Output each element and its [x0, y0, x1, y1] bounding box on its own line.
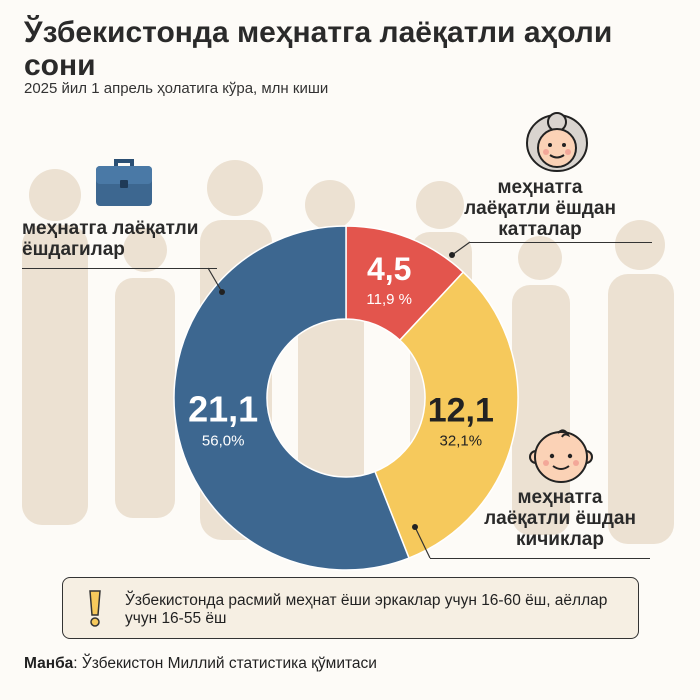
leader-line-younger	[430, 558, 650, 559]
grandmother-icon	[526, 112, 588, 172]
category-label-older: меҳнатга лаёқатли ёшдан катталар	[440, 177, 640, 240]
slice-value-younger: 12,1	[428, 391, 494, 429]
slice-percent-older: 11,9 %	[366, 291, 412, 308]
source-text: : Ўзбекистон Миллий статистика қўмитаси	[73, 655, 377, 672]
note-text: Ўзбекистонда расмий меҳнат ёши эркаклар …	[125, 592, 608, 627]
category-label-younger: меҳнатга лаёқатли ёшдан кичиклар	[460, 487, 660, 550]
page-title: Ўзбекистонда меҳнатга лаёқатли аҳоли сон…	[24, 16, 613, 82]
slice-value-older: 4,5	[367, 251, 411, 287]
leader-line-working	[22, 268, 217, 269]
silhouette-person	[608, 220, 674, 544]
donut-slice-working	[173, 225, 410, 571]
category-label-line: лаёқатли ёшдан	[484, 508, 636, 529]
category-label-line: кичиклар	[516, 529, 604, 550]
leader-line-older	[470, 242, 652, 243]
slice-percent-working: 56,0%	[202, 432, 245, 449]
slice-percent-younger: 32,1%	[440, 432, 483, 449]
category-label-line: ёшдагилар	[22, 239, 125, 260]
category-label-working: меҳнатга лаёқатли ёшдагилар	[22, 218, 262, 260]
donut-slice-younger	[373, 271, 519, 560]
slice-value-working: 21,1	[188, 388, 258, 429]
silhouette-person	[22, 169, 88, 525]
category-label-line: меҳнатга лаёқатли	[22, 218, 199, 239]
silhouette-person	[115, 228, 175, 518]
category-label-line: меҳнатга	[497, 177, 583, 198]
briefcase-icon	[96, 159, 152, 206]
page-subtitle: 2025 йил 1 апрель ҳолатига кўра, млн киш…	[24, 80, 329, 97]
source-label: Манба	[24, 655, 74, 672]
baby-icon	[529, 429, 593, 483]
category-label-line: катталар	[498, 219, 582, 240]
category-label-line: лаёқатли ёшдан	[464, 198, 616, 219]
source-line: Манба: Ўзбекистон Миллий статистика қўми…	[24, 655, 377, 673]
category-label-line: меҳнатга	[517, 487, 603, 508]
exclamation-icon	[89, 590, 101, 627]
note-box: Ўзбекистонда расмий меҳнат ёши эркаклар …	[62, 577, 639, 639]
